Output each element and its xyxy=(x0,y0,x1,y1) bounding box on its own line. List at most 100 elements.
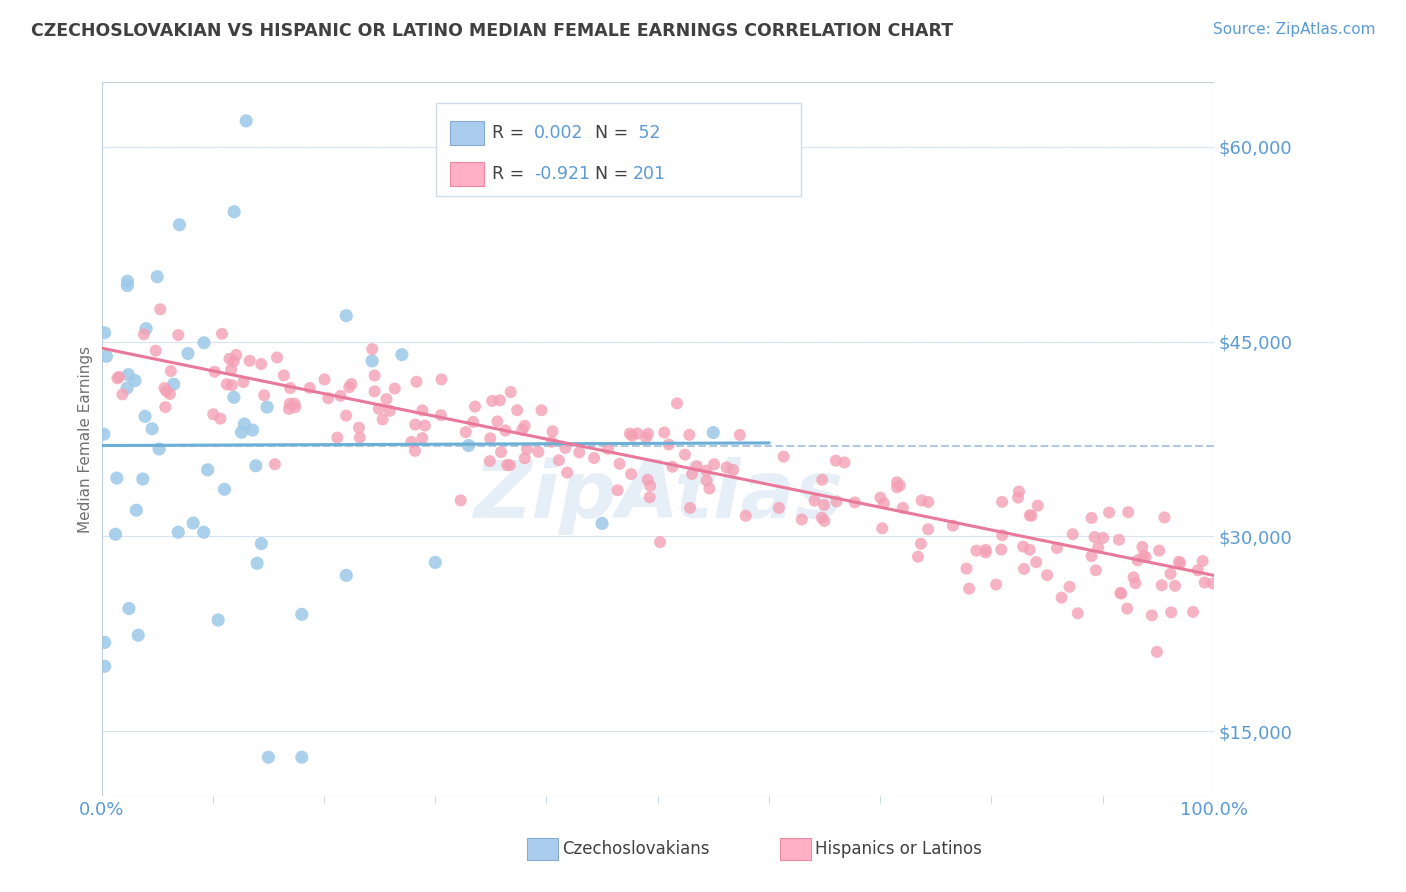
Point xyxy=(1135,549,1157,564)
Point xyxy=(986,577,1008,591)
Point xyxy=(990,542,1012,557)
Point xyxy=(93,427,115,442)
Point xyxy=(790,512,813,526)
Point xyxy=(499,385,522,400)
Point xyxy=(991,528,1014,542)
Point xyxy=(246,556,269,570)
Point xyxy=(886,475,908,490)
Point xyxy=(907,549,929,564)
Point xyxy=(375,392,398,406)
Point xyxy=(278,381,301,395)
Point xyxy=(118,601,141,615)
Point xyxy=(1147,543,1170,558)
Point xyxy=(873,496,896,510)
Point xyxy=(111,387,134,401)
Point xyxy=(696,474,718,488)
Point xyxy=(361,342,384,356)
Point xyxy=(93,326,115,340)
Point xyxy=(253,388,276,402)
Point xyxy=(450,493,472,508)
Point xyxy=(232,375,254,389)
Point xyxy=(411,431,433,445)
Point xyxy=(648,535,671,549)
Point xyxy=(844,495,866,509)
Point xyxy=(425,555,447,569)
Point xyxy=(911,493,934,508)
Point xyxy=(1125,576,1147,591)
Point xyxy=(1059,580,1081,594)
Point xyxy=(513,451,536,466)
Point xyxy=(942,518,965,533)
Point xyxy=(149,302,172,317)
Point xyxy=(117,368,139,382)
Point xyxy=(1008,484,1031,499)
Point xyxy=(1108,533,1130,547)
Point xyxy=(96,349,118,363)
Point xyxy=(917,522,939,536)
Point xyxy=(1087,541,1109,555)
Point xyxy=(134,409,156,424)
Point xyxy=(620,467,643,482)
Point xyxy=(250,536,273,550)
Point xyxy=(1160,605,1182,619)
Point xyxy=(681,467,703,481)
Point xyxy=(541,425,564,439)
Point xyxy=(155,384,177,399)
Point xyxy=(1007,491,1029,505)
Point xyxy=(1062,527,1084,541)
Point xyxy=(1164,579,1187,593)
Point xyxy=(803,493,825,508)
Text: N =: N = xyxy=(595,124,634,142)
Point xyxy=(917,495,939,509)
Point xyxy=(661,459,683,474)
Point xyxy=(1092,531,1115,545)
Point xyxy=(695,464,717,478)
Point xyxy=(583,450,606,465)
Point xyxy=(716,460,738,475)
Point xyxy=(568,445,591,459)
Point xyxy=(494,424,516,438)
Point xyxy=(652,425,675,440)
Point xyxy=(548,453,571,467)
Point xyxy=(506,403,529,417)
Point xyxy=(214,482,236,496)
Point xyxy=(225,348,247,362)
Point xyxy=(540,434,562,449)
Point xyxy=(910,537,932,551)
Point xyxy=(554,441,576,455)
Point xyxy=(211,326,233,341)
Point xyxy=(527,445,550,459)
Point xyxy=(1083,530,1105,544)
Point xyxy=(974,542,997,557)
Point xyxy=(224,204,246,219)
Point xyxy=(496,458,519,472)
Text: ZipAtlas: ZipAtlas xyxy=(472,458,842,535)
Point xyxy=(1160,566,1182,581)
Point xyxy=(489,445,512,459)
Point xyxy=(619,426,641,441)
Point xyxy=(233,417,256,431)
Point xyxy=(1122,570,1144,584)
Point xyxy=(335,568,357,582)
Point xyxy=(679,500,702,515)
Point xyxy=(404,443,426,458)
Text: R =: R = xyxy=(492,124,530,142)
Point xyxy=(678,427,700,442)
Point xyxy=(461,415,484,429)
Point xyxy=(489,393,512,408)
Point xyxy=(1187,563,1209,577)
Point xyxy=(163,377,186,392)
Point xyxy=(734,508,756,523)
Point xyxy=(638,479,661,493)
Point xyxy=(197,463,219,477)
Point xyxy=(202,407,225,421)
Point xyxy=(606,483,628,498)
Point xyxy=(1026,499,1049,513)
Point xyxy=(221,378,243,392)
Point xyxy=(591,516,613,531)
Point xyxy=(215,377,238,392)
Point xyxy=(499,458,522,473)
Point xyxy=(177,346,200,360)
Point xyxy=(1153,510,1175,524)
Point xyxy=(813,514,835,528)
